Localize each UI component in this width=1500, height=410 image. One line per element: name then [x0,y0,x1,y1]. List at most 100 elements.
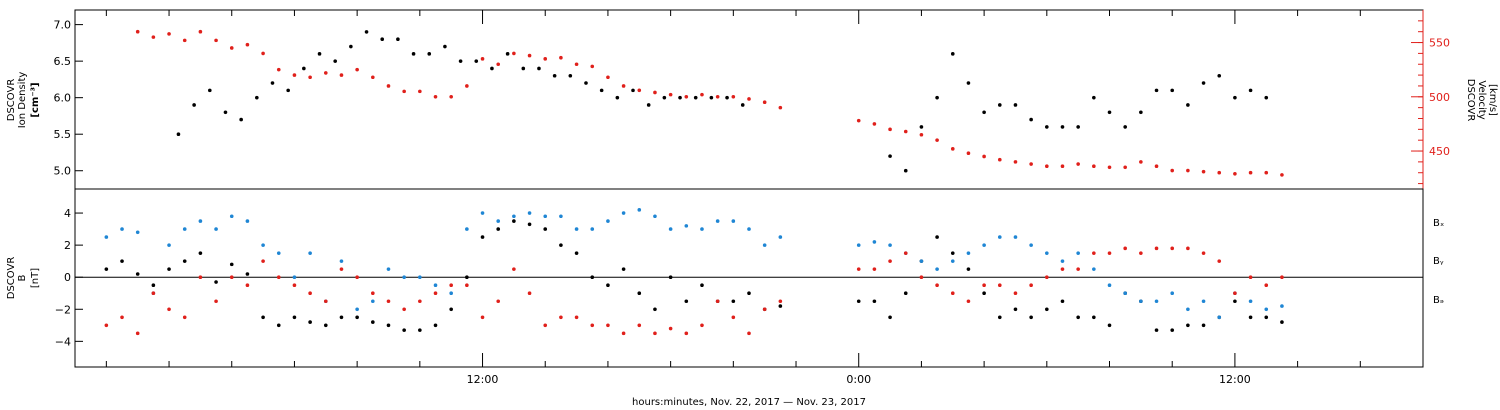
b-point [480,315,485,320]
velocity-point [527,53,532,58]
b-point [903,291,908,296]
b-point [1201,299,1206,304]
density-point [584,81,588,85]
b-point [245,219,250,223]
velocity-point [151,35,156,39]
density-point [1186,103,1190,107]
b-point [653,331,657,336]
b-point [1201,323,1206,328]
b-point [104,235,109,239]
density-point [192,103,196,107]
density-point [903,168,908,173]
b-point [1154,328,1159,332]
b-point [574,315,579,320]
velocity-point [637,88,642,93]
b-point [245,283,250,288]
density-point [982,110,986,115]
b-point [308,291,312,296]
b-point [872,240,877,244]
density-point [1217,73,1222,78]
b-point [1029,283,1033,288]
density-point [333,59,337,63]
b-point [543,214,548,219]
b-point [229,262,234,267]
b-point [731,299,736,304]
density-point [888,154,892,158]
velocity-point [982,154,986,159]
b-point [151,291,156,296]
b-point [1186,246,1190,251]
density-point [255,95,259,100]
b-point [135,331,140,336]
b-point [355,275,359,279]
b-point [668,275,673,279]
b-point [323,323,328,328]
bottom-panel-data-points [104,208,1284,336]
b-point [418,275,422,279]
b-point [637,208,642,212]
velocity-point [1233,172,1237,176]
b-point [997,315,1002,320]
b-point [731,219,736,223]
density-point [1029,117,1033,122]
b-point [527,211,532,215]
velocity-point [1076,162,1080,166]
velocity-point [182,38,187,43]
b-point [1076,267,1080,271]
b-point [590,275,595,279]
legend-bz: Bₔ [1433,295,1444,306]
b-point [527,291,532,296]
velocity-point [198,29,203,34]
b-point [997,283,1002,288]
b-point [433,323,438,328]
b-point [480,211,485,215]
b-point [700,283,704,288]
b-point [229,275,234,279]
b-point [339,267,344,271]
b-point [1186,323,1190,328]
b-point [1139,299,1143,304]
b-point [935,235,939,239]
b-point [778,304,783,308]
density-point [725,95,729,100]
velocity-point [747,97,751,101]
velocity-axis-title-line2: Velocity [1476,80,1487,119]
velocity-point [888,127,892,132]
b-point [1264,283,1269,288]
b-point [276,275,281,279]
b-point [574,227,579,231]
b-point [543,323,548,328]
b-point [700,227,704,231]
b-point [167,243,171,247]
b-point [433,283,438,288]
b-point [386,323,391,328]
b-point [715,299,720,304]
b-point [606,219,610,223]
velocity-point [465,84,469,88]
b-point [261,315,265,320]
velocity-point [245,42,250,47]
b-point [135,230,140,235]
magnetic-field-panel: −4 −2 0 2 4 DSCOVR B [nT] Bₓ Bᵧ Bₔ [6,188,1444,368]
density-tick-label: 5.0 [54,165,72,178]
b-point [512,267,516,271]
velocity-point [621,84,626,88]
velocity-point [308,75,312,80]
velocity-point [1264,170,1269,175]
density-point [631,88,635,93]
velocity-axis-title-line1: DSCOVR [1465,79,1476,122]
b-point [1280,275,1284,279]
b-point [104,323,109,328]
velocity-point [559,55,563,60]
b-point [402,275,406,279]
density-point [1045,125,1049,129]
density-axis-ticks: 5.0 5.5 6.0 6.5 7.0 [54,19,83,178]
b-point [778,235,783,239]
velocity-point [590,64,595,69]
b-point [276,251,281,255]
b-point [856,299,861,304]
b-point [308,320,312,324]
b-point [747,227,751,231]
b-point [465,275,469,279]
